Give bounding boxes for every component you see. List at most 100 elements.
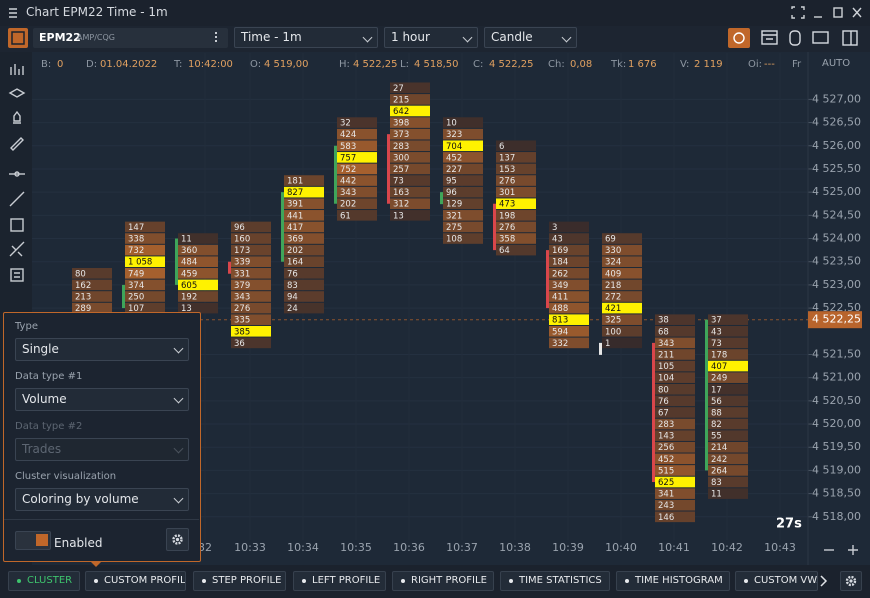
exchange: AMP/CQG <box>77 33 115 42</box>
volume-cell <box>655 418 695 430</box>
volume-label: 76 <box>658 397 669 407</box>
volume-label: 276 <box>499 223 515 233</box>
volume-cell <box>72 302 112 314</box>
volume-cell <box>231 279 271 291</box>
volume-cell <box>496 210 536 221</box>
volume-label: 289 <box>75 304 91 314</box>
volume-label: 24 <box>287 304 298 314</box>
tabs-settings[interactable] <box>840 571 862 591</box>
volume-cell <box>443 140 483 152</box>
axis-mode[interactable]: AUTO <box>822 58 851 69</box>
timeframe-select[interactable]: Time - 1m <box>234 27 378 48</box>
visualization-select[interactable]: Coloring by volume <box>15 488 189 511</box>
volume-label: 10 <box>446 119 457 129</box>
chart-type-select[interactable]: Candle <box>484 27 577 48</box>
volume-cell <box>496 175 536 186</box>
volume-cell <box>655 349 695 360</box>
data-type-1-label: Data type #1 <box>15 371 83 382</box>
volume-cell <box>708 372 748 383</box>
info-label: T: <box>174 59 183 70</box>
volume-label: 108 <box>446 235 462 245</box>
panel-toggle[interactable] <box>8 28 28 48</box>
tab[interactable]: RIGHT PROFILE <box>392 571 494 591</box>
volume-label: 242 <box>711 455 727 465</box>
volume-label: 181 <box>287 177 303 187</box>
volume-cell <box>708 441 748 453</box>
period: 1 hour <box>391 30 430 44</box>
settings-button[interactable] <box>166 528 189 551</box>
volume-cell <box>602 256 642 268</box>
volume-label: 369 <box>287 235 303 245</box>
panel-toggle-icon <box>11 31 25 45</box>
volume-label: 407 <box>711 362 727 372</box>
volume-label: 184 <box>552 258 568 268</box>
volume-label: 160 <box>234 235 250 245</box>
volume-cell <box>708 476 748 488</box>
tab[interactable]: TIME STATISTICS <box>500 571 610 591</box>
chart-type: Candle <box>491 30 533 44</box>
price-label: 4 527,00 <box>812 92 861 105</box>
volume-label: 300 <box>393 153 409 163</box>
volume-cell <box>337 210 377 221</box>
volume-cell <box>284 291 324 302</box>
volume-label: 137 <box>499 153 515 163</box>
volume-label: 27 <box>393 84 404 94</box>
time-label: 32 <box>198 541 212 554</box>
info-label: Ch: <box>548 59 565 70</box>
volume-cell <box>655 383 695 395</box>
volume-label: 325 <box>605 316 621 326</box>
enabled-toggle[interactable] <box>15 531 51 550</box>
volume-label: 594 <box>552 327 568 337</box>
volume-label: 379 <box>234 281 250 291</box>
volume-label: 276 <box>499 177 515 187</box>
candle-body <box>705 319 708 471</box>
data-type-2-value: Trades <box>22 442 62 456</box>
data-type-1-select[interactable]: Volume <box>15 388 189 411</box>
volume-cell <box>549 221 589 233</box>
symbol-menu[interactable] <box>215 32 217 34</box>
volume-label: 32 <box>340 119 351 129</box>
volume-label: 162 <box>75 281 91 291</box>
volume-cell <box>231 302 271 314</box>
volume-label: 374 <box>128 281 144 291</box>
window-icons <box>9 6 862 19</box>
volume-label: 80 <box>658 385 669 395</box>
volume-label: 321 <box>446 211 462 221</box>
period-select[interactable]: 1 hour <box>384 27 478 48</box>
info-label: D: <box>86 59 98 70</box>
symbol-box[interactable]: EPM22 AMP/CQG <box>33 28 228 48</box>
volume-label: 757 <box>340 153 356 163</box>
volume-label: 218 <box>605 281 621 291</box>
info-value: 2 119 <box>694 59 723 70</box>
volume-label: 752 <box>340 165 356 175</box>
tab[interactable]: CUSTOM PROFILE <box>85 571 186 591</box>
type-select[interactable]: Single <box>15 338 189 361</box>
volume-cell <box>708 407 748 418</box>
data-type-2-label: Data type #2 <box>15 421 83 432</box>
tab[interactable]: STEP PROFILE <box>193 571 286 591</box>
info-label: H: <box>339 59 350 70</box>
time-label: 10:35 <box>340 541 372 554</box>
volume-cell <box>337 140 377 152</box>
tab[interactable]: CUSTOM VWAP <box>735 571 818 591</box>
volume-label: 275 <box>446 223 462 233</box>
info-label: O: <box>250 59 262 70</box>
tab[interactable]: LEFT PROFILE <box>293 571 386 591</box>
tabs-scroll[interactable] <box>818 572 830 590</box>
tab[interactable]: CLUSTER <box>8 571 80 591</box>
volume-cell <box>443 117 483 128</box>
tab[interactable]: TIME HISTOGRAM <box>616 571 730 591</box>
time-label: 10:39 <box>552 541 584 554</box>
volume-label: 256 <box>658 443 674 453</box>
volume-cell <box>708 465 748 476</box>
volume-cell <box>125 302 165 314</box>
cluster-button[interactable] <box>728 28 750 48</box>
volume-label: 169 <box>552 246 568 256</box>
volume-cell <box>655 499 695 511</box>
visualization-value: Coloring by volume <box>22 492 139 506</box>
volume-cell <box>549 268 589 279</box>
volume-cell <box>496 140 536 152</box>
